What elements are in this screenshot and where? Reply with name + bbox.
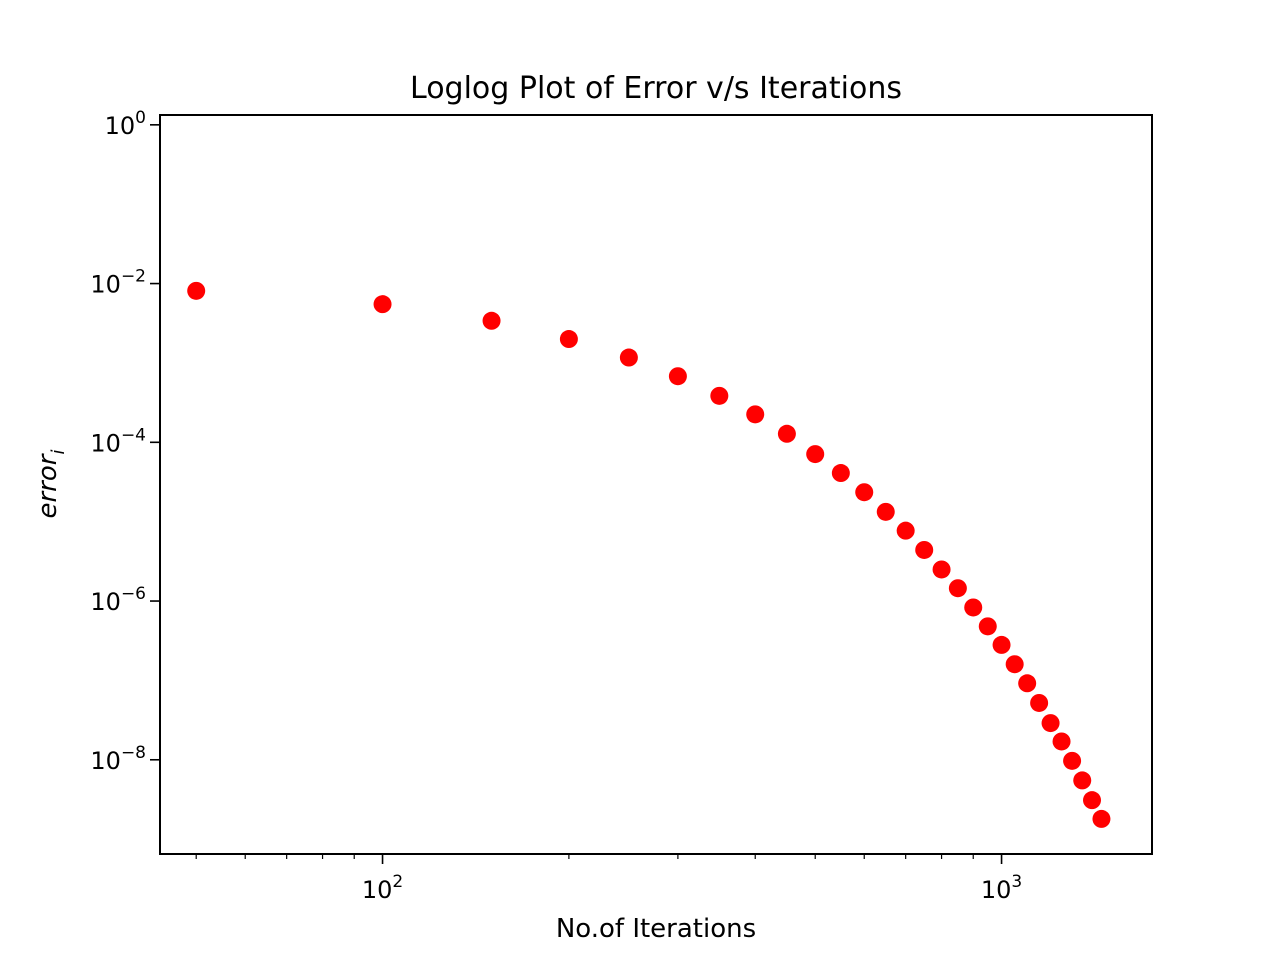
data-point <box>668 367 687 386</box>
data-point <box>1073 771 1092 790</box>
data-point <box>1052 732 1071 751</box>
data-point <box>1005 655 1024 674</box>
y-axis-label: errori <box>33 450 69 519</box>
data-point <box>915 540 934 559</box>
y-tick-label-exponent: −4 <box>121 425 146 445</box>
y-axis-label-subscript: i <box>48 450 69 455</box>
x-tick-label-exponent: 3 <box>1011 872 1022 892</box>
y-tick-label: 10−6 <box>90 584 146 616</box>
y-tick-label-exponent: 0 <box>135 108 146 128</box>
y-tick-label-exponent: −6 <box>121 584 146 604</box>
data-point <box>896 521 915 540</box>
data-point <box>806 445 825 464</box>
y-tick-label-base: 10 <box>90 429 121 457</box>
x-tick-label-exponent: 2 <box>392 872 403 892</box>
plot-frame <box>159 114 1153 855</box>
data-point <box>1063 751 1082 770</box>
data-point <box>746 405 765 424</box>
data-points <box>187 281 1111 828</box>
y-tick-label-base: 10 <box>90 588 121 616</box>
data-point <box>1092 809 1111 828</box>
x-tick-label-base: 10 <box>362 876 393 904</box>
data-point <box>187 281 206 300</box>
x-tick-label-base: 10 <box>981 876 1012 904</box>
y-tick-label-exponent: −2 <box>121 267 146 287</box>
data-point <box>710 386 729 405</box>
y-tick-label-base: 10 <box>90 271 121 299</box>
data-point <box>831 464 850 483</box>
data-point <box>978 617 997 636</box>
y-tick-label-exponent: −8 <box>121 743 146 763</box>
data-point <box>482 311 501 330</box>
data-point <box>876 502 895 521</box>
data-point <box>777 424 796 443</box>
y-tick-label: 10−2 <box>90 267 146 299</box>
y-tick-label: 10−8 <box>90 743 146 775</box>
data-point <box>855 483 874 502</box>
x-tick-label: 103 <box>981 872 1022 904</box>
data-point <box>373 295 392 314</box>
data-point <box>1030 693 1049 712</box>
data-point <box>619 348 638 367</box>
chart-title: Loglog Plot of Error v/s Iterations <box>410 71 902 106</box>
y-tick-label: 10−4 <box>90 425 146 457</box>
y-tick-label: 100 <box>105 108 146 140</box>
data-point <box>559 330 578 349</box>
data-point <box>992 635 1011 654</box>
data-point <box>932 560 951 579</box>
y-tick-label-base: 10 <box>105 112 136 140</box>
data-point <box>948 579 967 598</box>
data-point <box>1041 714 1060 733</box>
data-point <box>964 598 983 617</box>
x-axis-label: No.of Iterations <box>556 914 756 944</box>
data-point <box>1018 674 1037 693</box>
y-tick-label-base: 10 <box>90 747 121 775</box>
y-axis-label-main: error <box>33 452 63 518</box>
x-tick-label: 102 <box>362 872 403 904</box>
data-point <box>1083 791 1102 810</box>
